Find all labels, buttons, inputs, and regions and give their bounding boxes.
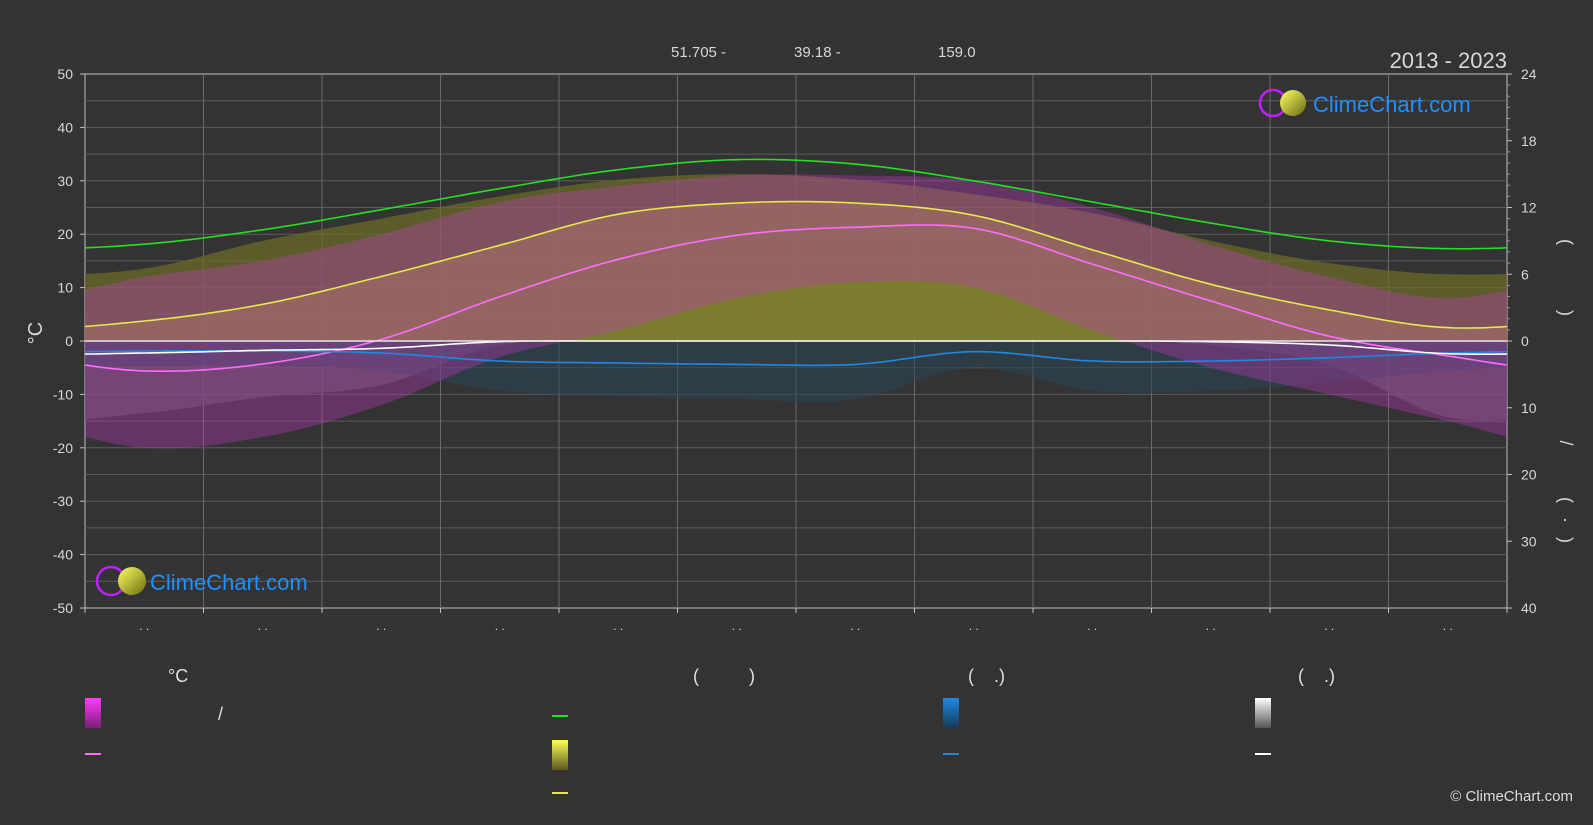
copyright: © ClimeChart.com <box>1450 788 1573 805</box>
y2-tick-label: 30 <box>1521 533 1537 549</box>
y2-tick-label: 24 <box>1521 66 1537 82</box>
legend-snow-header: ( .) <box>1298 666 1335 686</box>
y-tick-label: 50 <box>57 66 73 82</box>
y2-axis-label-glyph: ( <box>1556 239 1576 245</box>
y-tick-label: 20 <box>57 226 73 242</box>
legend-temp-range-swatch <box>85 698 101 728</box>
sunshine-area <box>85 201 1507 341</box>
legend-temp-header: °C <box>168 666 189 686</box>
y2-tick-label: 18 <box>1521 133 1537 149</box>
x-tick-label: . . <box>1443 619 1453 633</box>
y-axis-label: °C <box>25 322 47 344</box>
y2-tick-label: 12 <box>1521 200 1537 216</box>
y-tick-label: -50 <box>53 600 73 616</box>
y2-tick-label: 6 <box>1521 266 1529 282</box>
y2-axis-label-glyph: ( <box>1556 497 1576 503</box>
y-tick-label: 0 <box>65 333 73 349</box>
legend-rain-swatch <box>943 698 959 728</box>
period-label: 2013 - 2023 <box>1390 48 1507 73</box>
y2-tick-label: 10 <box>1521 400 1537 416</box>
x-tick-label: . . <box>258 619 268 633</box>
plot-area: 50 40 30 20 10 0 -10 -20 -30 -40 -50 °C 24 18 12 6 0 10 20… <box>25 66 1576 633</box>
logo-top: ClimeChart.com <box>1258 88 1471 118</box>
x-tick-label: . . <box>1206 619 1216 633</box>
x-tick-label: . . <box>850 619 860 633</box>
legend-temp-slash: / <box>218 704 224 724</box>
x-tick-label: . . <box>495 619 505 633</box>
x-tick-label: . . <box>613 619 623 633</box>
x-tick-label: . . <box>1324 619 1334 633</box>
y2-axis-label-glyph: ) <box>1556 310 1576 316</box>
sunshine-line <box>84 200 1508 329</box>
y-tick-label: 10 <box>57 280 73 296</box>
legend-sunshine-swatch <box>552 740 568 770</box>
logo-sun-icon <box>1280 90 1306 116</box>
legend-rain-header: ( .) <box>968 666 1005 686</box>
y-tick-label: -10 <box>53 386 73 402</box>
y2-axis-label-glyph: / <box>1556 440 1576 445</box>
temp-range-area <box>85 174 1507 449</box>
y-tick-label: -20 <box>53 440 73 456</box>
logo-bottom: ClimeChart.com <box>95 565 308 597</box>
y-tick-label: 40 <box>57 119 73 135</box>
coord-lon: 39.18 - <box>794 44 841 61</box>
coord-lat: 51.705 - <box>671 44 726 61</box>
y2-axis-label-glyph: ) <box>1556 537 1576 543</box>
daylight-line <box>84 158 1508 250</box>
temp-mean-line <box>84 224 1508 372</box>
legend-snow-swatch <box>1255 698 1271 728</box>
y-tick-label: -40 <box>53 547 73 563</box>
y-tick-label: 30 <box>57 173 73 189</box>
y-tick-label: -30 <box>53 493 73 509</box>
x-tick-label: . . <box>376 619 386 633</box>
logo-bottom-text: ClimeChart.com <box>150 570 308 595</box>
x-tick-label: . . <box>139 619 149 633</box>
logo-sun-icon <box>118 567 146 595</box>
y2-tick-label: 40 <box>1521 600 1537 616</box>
y2-tick-label: 0 <box>1521 333 1529 349</box>
x-tick-label: . . <box>732 619 742 633</box>
logo-top-text: ClimeChart.com <box>1313 92 1471 117</box>
legend-sun-header: ( ) <box>693 666 755 686</box>
x-tick-label: . . <box>1087 619 1097 633</box>
y2-axis-label-glyph: · <box>1556 517 1576 523</box>
rain-line <box>84 350 1508 367</box>
x-tick-label: . . <box>969 619 979 633</box>
y2-tick-label: 20 <box>1521 467 1537 483</box>
coord-elev: 159.0 <box>938 44 976 61</box>
